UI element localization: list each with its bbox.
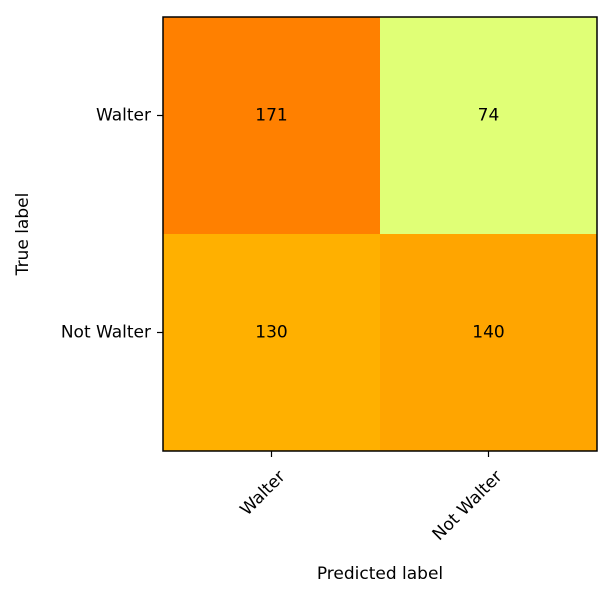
x-tick-label-1: Not Walter [429,467,507,545]
x-tick-label-0: Walter [236,467,289,520]
y-tick-label-1: Not Walter [61,323,151,343]
y-axis-label: True label [13,193,33,277]
x-axis-label: Predicted label [317,564,443,584]
heatmap-cell-0-0 [163,17,381,235]
cell-value-label-0-1: 74 [478,106,500,126]
cell-value-label-0-0: 171 [255,106,287,126]
cell-value-label-1-1: 140 [472,323,504,343]
y-tick-label-0: Walter [96,106,151,126]
heatmap-cell-1-1 [380,234,598,452]
plot-frame [162,16,598,452]
cell-value-labels: 171 74 130 140 [255,106,504,343]
cell-value-label-1-0: 130 [255,323,287,343]
heatmap-cells [163,17,598,452]
heatmap-cell-1-0 [163,234,381,452]
heatmap-cell-0-1 [380,17,598,235]
